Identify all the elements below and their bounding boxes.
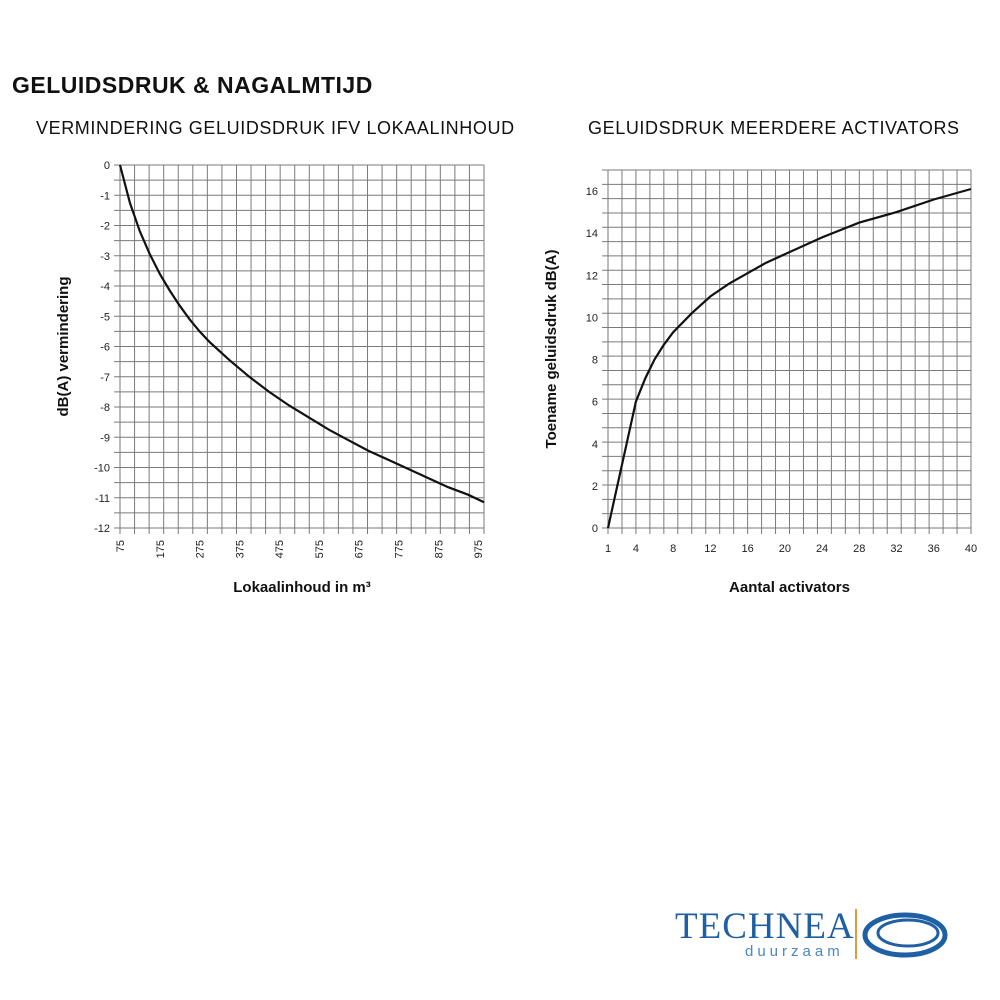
y-tick-label: 2 xyxy=(592,481,598,493)
x-tick-label: 40 xyxy=(965,543,977,555)
logo-tagline: duurzaam xyxy=(745,943,844,960)
logo-divider xyxy=(855,909,857,959)
x-tick-label: 36 xyxy=(928,543,940,555)
x-axis-title: Lokaalinhoud in m³ xyxy=(233,579,371,596)
x-tick-label: 1 xyxy=(605,543,611,555)
y-tick-label: -4 xyxy=(100,281,110,293)
x-tick-label: 175 xyxy=(155,540,167,558)
y-tick-label: -10 xyxy=(94,463,110,475)
data-curve xyxy=(606,187,972,529)
x-tick-label: 12 xyxy=(704,543,716,555)
x-tick-label: 32 xyxy=(890,543,902,555)
chart-title-activators: GELUIDSDRUK MEERDERE ACTIVATORS xyxy=(588,118,960,138)
page-title: GELUIDSDRUK & NAGALMTIJD xyxy=(12,72,373,98)
x-tick-label: 4 xyxy=(633,543,639,555)
y-tick-label: 6 xyxy=(592,397,598,409)
y-tick-label: -12 xyxy=(94,523,110,535)
y-tick-label: -6 xyxy=(100,342,110,354)
logo-ellipse-icon xyxy=(862,912,948,958)
y-tick-label: 4 xyxy=(592,439,598,451)
x-axis-title: Aantal activators xyxy=(729,579,850,596)
y-tick-label: -2 xyxy=(100,221,110,233)
y-tick-label: -9 xyxy=(100,432,110,444)
x-tick-label: 575 xyxy=(314,540,326,558)
y-tick-label: 0 xyxy=(104,160,110,172)
y-axis-title: dB(A) vermindering xyxy=(55,276,72,416)
x-tick-label: 375 xyxy=(234,540,246,558)
chart-title-volume: VERMINDERING GELUIDSDRUK IFV LOKAALINHOU… xyxy=(36,118,515,138)
x-tick-label: 24 xyxy=(816,543,828,555)
y-tick-label: 12 xyxy=(586,270,598,282)
grid xyxy=(114,164,485,534)
chart-volume-reduction: 0 -1 -2 -3 -4 -5 -6 -7 -8 -9 -10 -11 -12 75 175 275 375 4… xyxy=(55,160,485,596)
x-tick-label: 775 xyxy=(393,540,405,558)
y-tick-label: -5 xyxy=(100,311,110,323)
logo-brand-text: TECHNEA xyxy=(675,906,855,947)
x-tick-label: 275 xyxy=(195,540,207,558)
x-tick-label: 975 xyxy=(473,540,485,558)
y-tick-label: -11 xyxy=(95,493,110,505)
y-tick-label: 8 xyxy=(592,355,598,367)
x-tick-label: 475 xyxy=(274,540,286,558)
x-tick-label: 675 xyxy=(354,540,366,558)
y-tick-label: -7 xyxy=(100,372,110,384)
y-tick-label: -1 xyxy=(100,190,110,202)
y-tick-label: -8 xyxy=(100,402,110,414)
y-tick-label: 10 xyxy=(586,312,598,324)
y-tick-label: -3 xyxy=(100,251,110,263)
y-axis-title: Toename geluidsdruk dB(A) xyxy=(543,250,560,449)
technea-logo: TECHNEA duurzaam xyxy=(675,905,965,965)
x-tick-label: 28 xyxy=(853,543,865,555)
y-tick-label: 0 xyxy=(592,523,598,535)
grid xyxy=(602,169,972,534)
y-tick-label: 14 xyxy=(586,228,598,240)
y-tick-label: 16 xyxy=(586,186,598,198)
x-tick-label: 8 xyxy=(670,543,676,555)
x-tick-label: 20 xyxy=(779,543,791,555)
x-tick-label: 75 xyxy=(115,540,127,552)
x-tick-label: 875 xyxy=(433,540,445,558)
x-tick-label: 16 xyxy=(741,543,753,555)
data-curve xyxy=(118,164,485,504)
